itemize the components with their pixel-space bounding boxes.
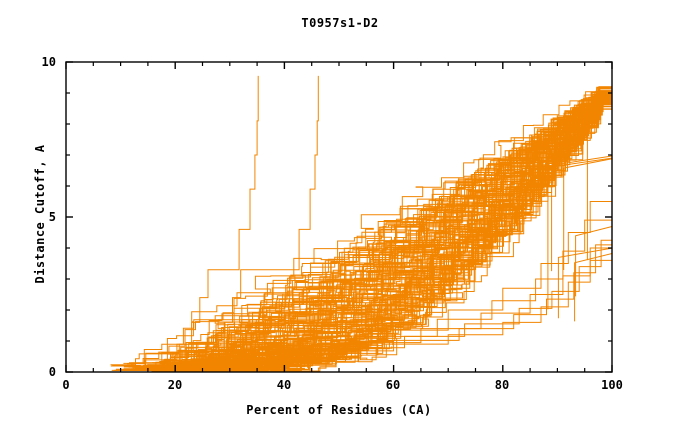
- y-tick-label-5: 5: [48, 210, 56, 224]
- x-tick-label-80: 80: [494, 378, 510, 392]
- x-tick-label-0: 0: [62, 378, 70, 392]
- x-tick-label-60: 60: [385, 378, 401, 392]
- x-axis-label: Percent of Residues (CA): [246, 403, 432, 417]
- y-tick-label-10: 10: [41, 55, 56, 69]
- page-title: T0957s1-D2: [301, 16, 379, 30]
- x-tick-label-100: 100: [601, 378, 623, 392]
- x-tick-label-20: 20: [167, 378, 183, 392]
- x-tick-label-40: 40: [276, 378, 292, 392]
- curve-group: [110, 73, 613, 372]
- y-tick-label-0: 0: [48, 365, 56, 379]
- axis-frame: [65, 61, 613, 373]
